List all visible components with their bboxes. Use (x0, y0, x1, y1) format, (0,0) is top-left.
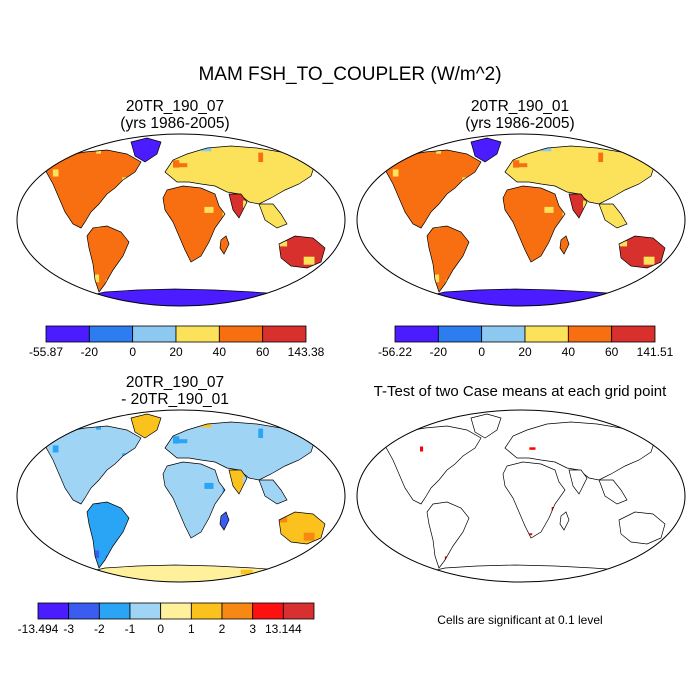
panel-title-ttest: T-Test of two Case means at each grid po… (373, 383, 667, 400)
colorbar-swatch (37, 602, 70, 620)
land-seasia (599, 480, 627, 504)
colorbar-swatch (160, 602, 192, 620)
map-case2 (356, 133, 686, 307)
panel-title-case2: 20TR_190_01 (yrs 1986-2005) (385, 98, 655, 132)
colorbar-label: -20 (81, 345, 99, 359)
colorbar-label: 0 (157, 622, 164, 636)
colorbar-label: 3 (249, 622, 256, 636)
colorbar-label: 141.51 (637, 345, 674, 359)
map-difference (16, 409, 346, 583)
land-madagascar (560, 512, 569, 530)
panel-title-line1: 20TR_190_07 (125, 374, 225, 391)
colorbar-swatch (567, 325, 613, 343)
panel-title-line2: - 20TR_190_01 (121, 391, 229, 408)
colorbar-label: 13.144 (265, 622, 302, 636)
panel-title-line1: 20TR_190_07 (125, 98, 225, 115)
colorbar-swatch (190, 602, 223, 620)
colorbar-label: -3 (63, 622, 74, 636)
colorbar-swatch (175, 325, 220, 343)
colorbar-label: -1 (125, 622, 136, 636)
colorbar-label: 40 (562, 345, 576, 359)
colorbar-label: -13.494 (18, 622, 59, 636)
colorbar-label: 0 (129, 345, 136, 359)
colorbar-swatch (221, 602, 254, 620)
colorbar-label: 20 (518, 345, 532, 359)
colorbar-label: 2 (219, 622, 226, 636)
colorbar-label: 20 (169, 345, 183, 359)
colorbar-difference: -13.494 -3 -2 -1 0 1 2 3 13.144 (18, 602, 315, 636)
land-australia (619, 236, 665, 268)
land-australia (619, 512, 665, 544)
colorbar-swatch (524, 325, 569, 343)
map-ttest (356, 409, 686, 583)
colorbar-swatch (132, 325, 177, 343)
land-seasia (259, 480, 287, 504)
colorbar-label: 1 (188, 622, 195, 636)
colorbar-label: -2 (94, 622, 105, 636)
colorbar-case1: -55.87 -20 0 20 40 60 143.38 (29, 325, 325, 359)
land-madagascar (220, 512, 229, 530)
figure-title: MAM FSH_TO_COUPLER (W/m^2) (198, 64, 502, 85)
colorbar-swatch (437, 325, 483, 343)
colorbar-swatch (98, 602, 131, 620)
colorbar-swatch (481, 325, 526, 343)
colorbar-label: 60 (605, 345, 619, 359)
colorbar-label: -55.87 (29, 345, 63, 359)
colorbar-swatch (68, 602, 100, 620)
panel-title-case1: 20TR_190_07 (yrs 1986-2005) (40, 98, 310, 132)
colorbar-label: 0 (478, 345, 485, 359)
land-india (569, 470, 587, 494)
land-seasia (599, 204, 627, 228)
colorbar-label: 143.38 (288, 345, 325, 359)
panel-title-line2: (yrs 1986-2005) (120, 115, 230, 132)
colorbar-swatch (611, 325, 656, 343)
colorbar-swatch (88, 325, 134, 343)
colorbar-case2: -56.22 -20 0 20 40 60 141.51 (378, 325, 674, 359)
colorbar-swatch (262, 325, 307, 343)
colorbar-swatch (45, 325, 90, 343)
land-australia (279, 512, 325, 544)
colorbar-label: 40 (213, 345, 227, 359)
colorbar-swatch (252, 602, 284, 620)
land-australia (279, 236, 325, 268)
land-seasia (259, 204, 287, 228)
colorbar-swatch (129, 602, 162, 620)
colorbar-label: -20 (430, 345, 448, 359)
colorbar-swatch (282, 602, 315, 620)
colorbar-swatch (394, 325, 439, 343)
significance-note: Cells are significant at 0.1 level (437, 613, 603, 627)
panel-title-difference: 20TR_190_07 - 20TR_190_01 (40, 374, 310, 408)
colorbar-label: 60 (256, 345, 270, 359)
panel-title-line1: 20TR_190_01 (470, 98, 570, 115)
colorbar-label: -56.22 (378, 345, 412, 359)
land-madagascar (560, 236, 569, 254)
panel-title-line2: (yrs 1986-2005) (465, 115, 575, 132)
land-madagascar (220, 236, 229, 254)
map-case1 (16, 133, 346, 307)
colorbar-swatch (218, 325, 264, 343)
